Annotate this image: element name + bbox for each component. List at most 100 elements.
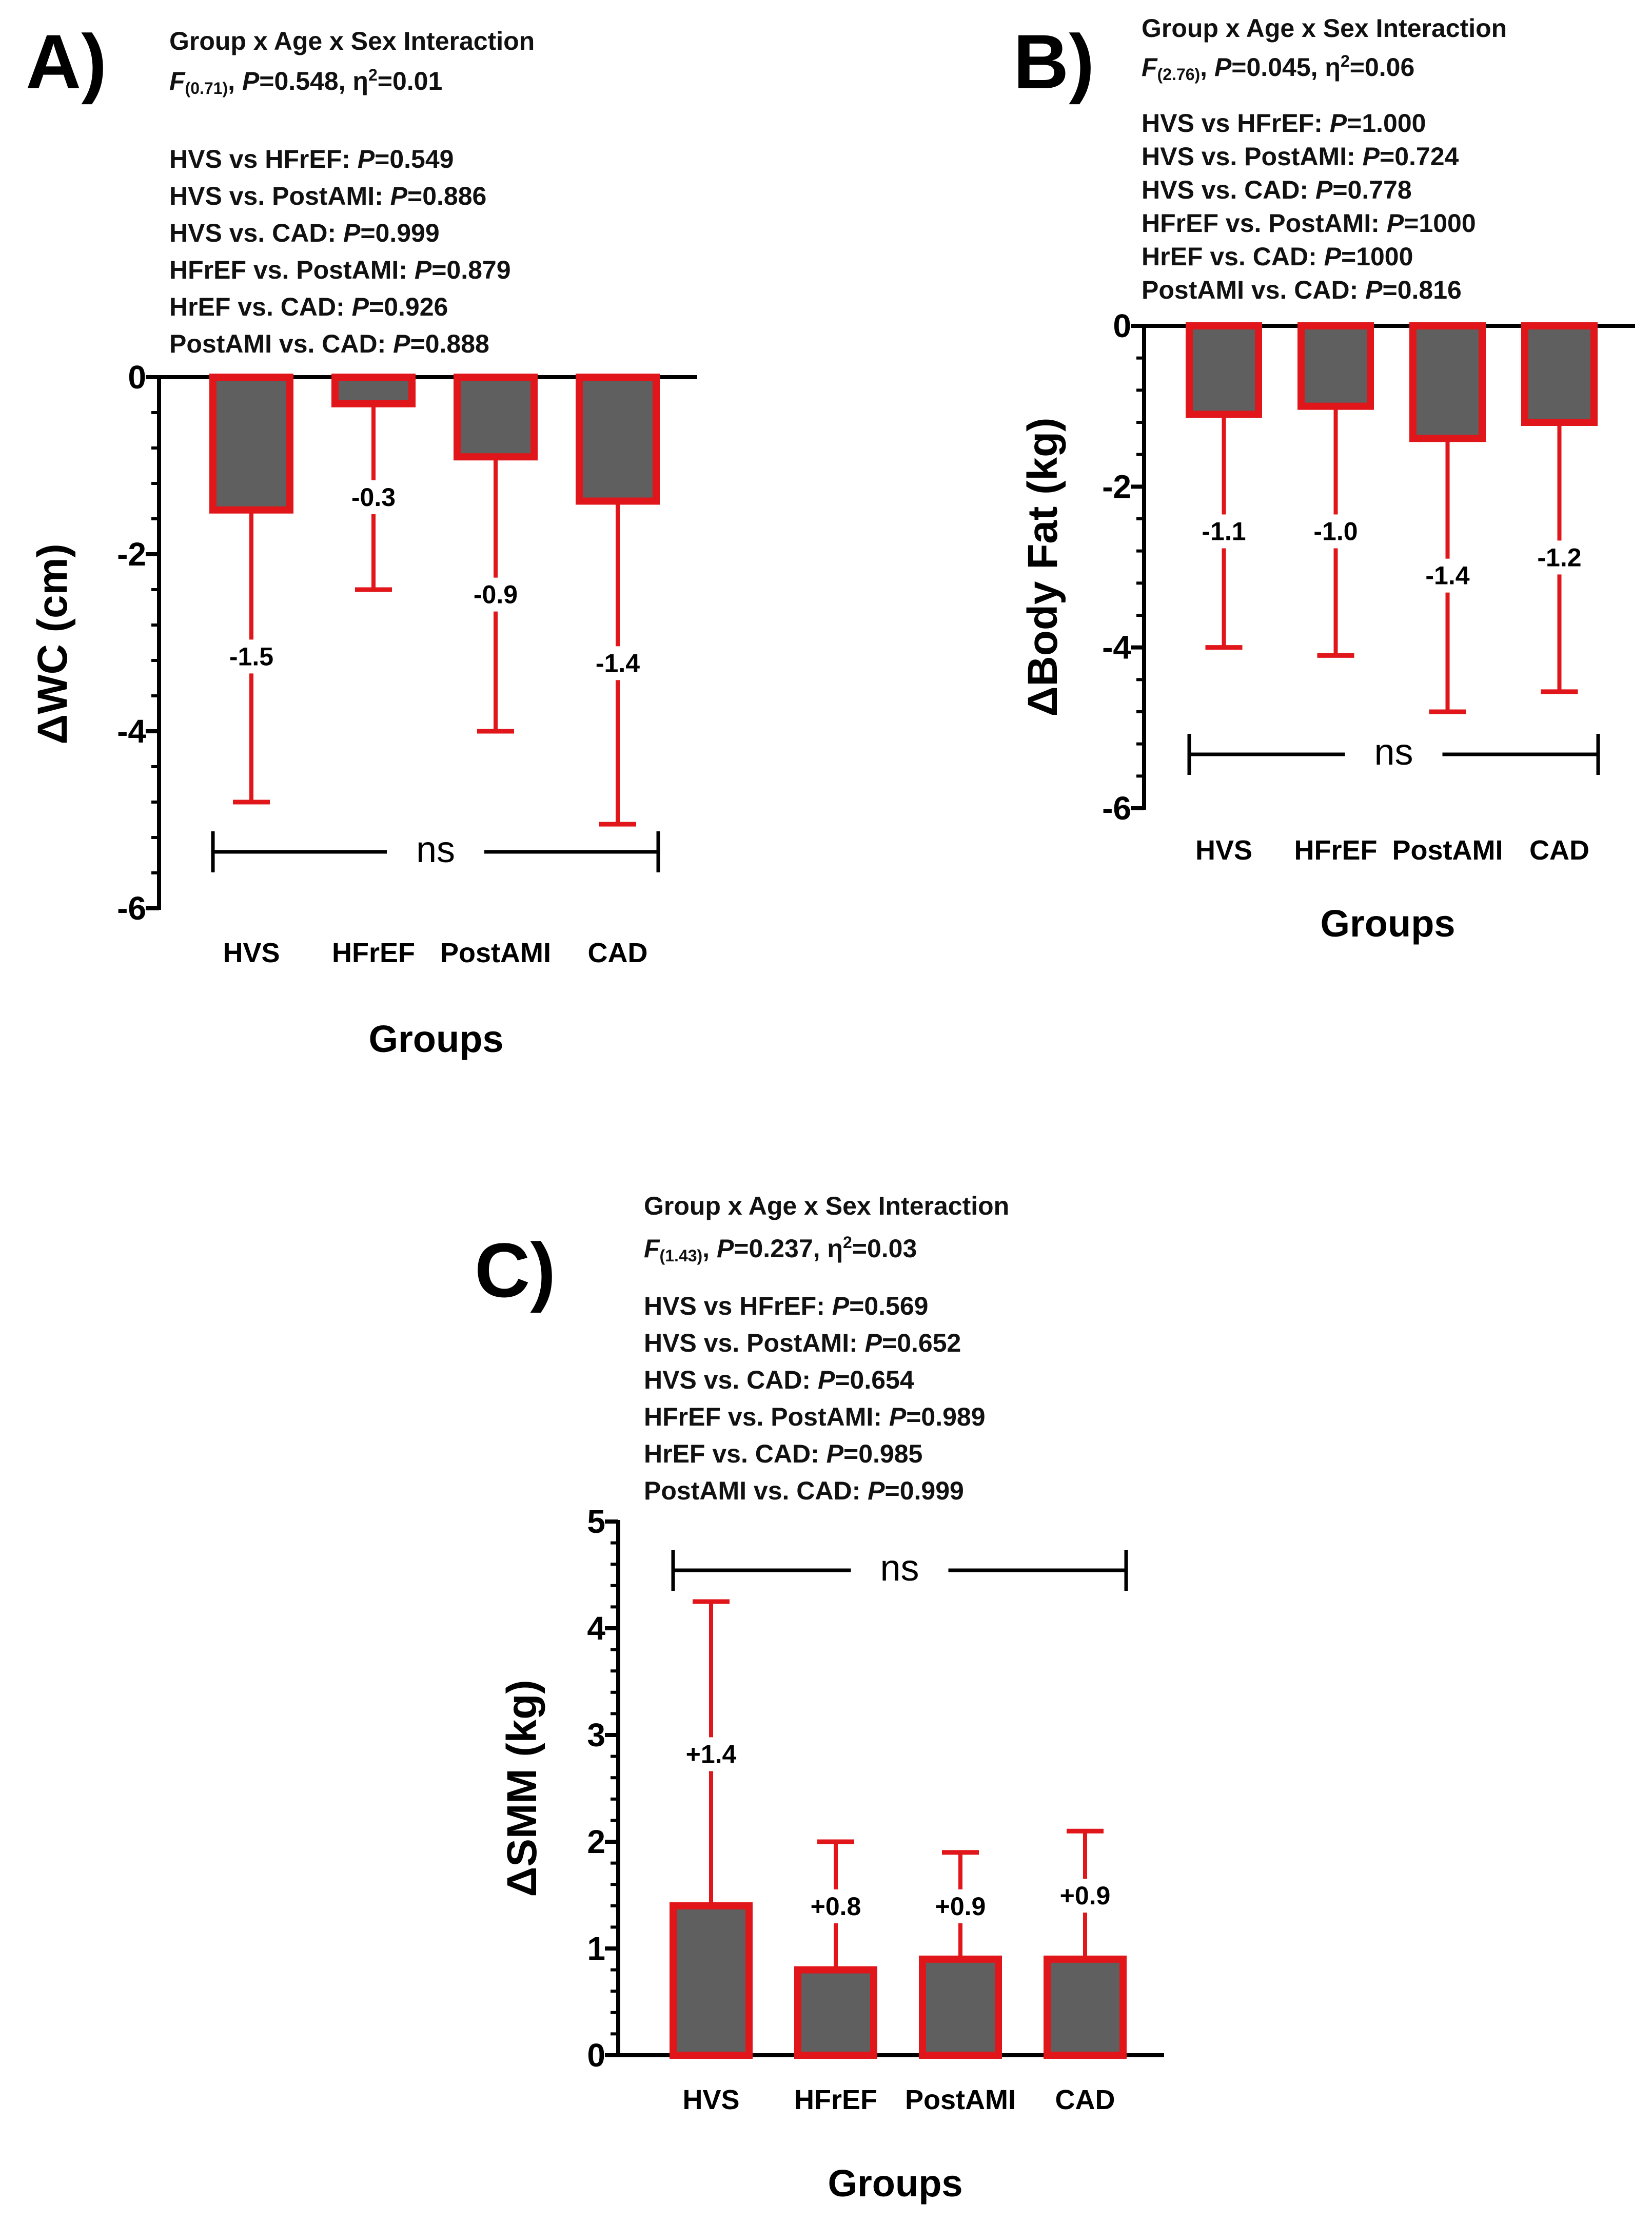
category-label: HVS bbox=[682, 2084, 739, 2115]
significance-label: ns bbox=[1374, 732, 1413, 773]
value-label: -0.9 bbox=[474, 580, 518, 609]
value-label-bg bbox=[466, 577, 525, 612]
y-tick-label: 1 bbox=[587, 1930, 605, 1967]
comparison-line: HVS vs HFrEF: P=0.569 bbox=[644, 1292, 929, 1320]
y-tick-label: -6 bbox=[1102, 790, 1131, 827]
y-axis-label: ΔSMM (kg) bbox=[499, 1680, 545, 1897]
bar bbox=[1521, 322, 1598, 426]
comparison-line: HFrEF vs. PostAMI: P=1000 bbox=[1142, 209, 1476, 238]
comparison-line: PostAMI vs. CAD: P=0.999 bbox=[644, 1476, 964, 1505]
category-label: CAD bbox=[1529, 835, 1589, 866]
y-tick-label: -4 bbox=[1102, 629, 1131, 666]
category-label: PostAMI bbox=[1392, 835, 1503, 866]
bar bbox=[1297, 322, 1374, 410]
comparison-line: HVS vs HFrEF: P=0.549 bbox=[169, 145, 454, 173]
panel-label-a: A) bbox=[26, 18, 107, 105]
y-axis-label: ΔWC (cm) bbox=[29, 543, 76, 744]
comparison-line: HFrEF vs. PostAMI: P=0.879 bbox=[169, 256, 511, 284]
value-label: +0.8 bbox=[811, 1892, 861, 1921]
value-label-bg bbox=[1418, 558, 1478, 593]
y-tick-label: -6 bbox=[117, 890, 146, 927]
comparison-line: HVS vs. PostAMI: P=0.724 bbox=[1142, 142, 1459, 171]
x-axis-label: Groups bbox=[1320, 902, 1455, 945]
value-label-bg bbox=[931, 1889, 990, 1923]
y-tick-label: 4 bbox=[587, 1610, 605, 1647]
panel-label-b: B) bbox=[1013, 18, 1095, 105]
category-label: HFrEF bbox=[1294, 835, 1378, 866]
category-label: HFrEF bbox=[794, 2084, 877, 2115]
bar bbox=[1044, 1955, 1127, 2059]
panel-a-title: Group x Age x Sex Interaction bbox=[169, 27, 535, 55]
value-label-bg bbox=[681, 1737, 741, 1771]
y-tick-label: 2 bbox=[587, 1823, 605, 1860]
category-label: PostAMI bbox=[905, 2084, 1016, 2115]
category-label: HVS bbox=[1195, 835, 1252, 866]
comparison-line: HVS vs HFrEF: P=1.000 bbox=[1142, 109, 1426, 138]
category-label: HFrEF bbox=[332, 938, 415, 968]
y-tick-label: -2 bbox=[117, 536, 146, 573]
comparison-line: PostAMI vs. CAD: P=0.816 bbox=[1142, 276, 1462, 304]
bar bbox=[794, 1966, 877, 2059]
y-tick-label: -2 bbox=[1102, 468, 1131, 505]
y-tick-label: 3 bbox=[587, 1717, 605, 1753]
value-label-bg bbox=[344, 480, 403, 514]
category-label: CAD bbox=[588, 938, 648, 968]
comparison-line: HVS vs. CAD: P=0.778 bbox=[1142, 176, 1412, 204]
significance-label: ns bbox=[416, 829, 455, 870]
comparison-line: HFrEF vs. PostAMI: P=0.989 bbox=[644, 1402, 986, 1431]
comparison-line: HVS vs. CAD: P=0.654 bbox=[644, 1366, 914, 1394]
comparison-line: HVS vs. PostAMI: P=0.652 bbox=[644, 1329, 961, 1357]
value-label: -1.4 bbox=[596, 649, 640, 677]
y-tick-label: 0 bbox=[587, 2037, 605, 2074]
value-label: -1.1 bbox=[1202, 517, 1246, 546]
panel-label-c: C) bbox=[475, 1227, 556, 1313]
value-label-bg bbox=[1194, 514, 1254, 549]
value-label-bg bbox=[222, 639, 281, 674]
comparison-line: PostAMI vs. CAD: P=0.888 bbox=[169, 329, 489, 358]
bar bbox=[209, 374, 293, 514]
bar bbox=[576, 374, 660, 505]
panel-c-title: Group x Age x Sex Interaction bbox=[644, 1192, 1010, 1220]
category-label: HVS bbox=[223, 938, 280, 968]
panel-b-stat: F(2.76), P=0.045, η2=0.06 bbox=[1142, 52, 1415, 84]
category-label: CAD bbox=[1055, 2084, 1115, 2115]
y-tick-label: 0 bbox=[128, 359, 146, 396]
value-label-bg bbox=[806, 1889, 866, 1923]
value-label-bg bbox=[588, 646, 647, 680]
bar bbox=[454, 374, 538, 461]
value-label: +1.4 bbox=[686, 1740, 737, 1768]
value-label: -1.2 bbox=[1537, 543, 1581, 572]
comparison-line: HrEF vs. CAD: P=1000 bbox=[1142, 242, 1413, 271]
panel-a-stat: F(0.71), P=0.548, η2=0.01 bbox=[169, 66, 443, 98]
panel-b-title: Group x Age x Sex Interaction bbox=[1142, 14, 1507, 43]
value-label: -1.0 bbox=[1313, 517, 1358, 546]
comparison-line: HVS vs. CAD: P=0.999 bbox=[169, 219, 440, 247]
significance-label: ns bbox=[880, 1548, 919, 1589]
bar bbox=[331, 374, 416, 407]
y-tick-label: -4 bbox=[117, 713, 146, 750]
value-label-bg bbox=[1529, 540, 1589, 575]
y-tick-label: 0 bbox=[1113, 307, 1131, 344]
x-axis-label: Groups bbox=[368, 1018, 503, 1060]
comparison-line: HVS vs. PostAMI: P=0.886 bbox=[169, 182, 487, 210]
comparison-line: HrEF vs. CAD: P=0.985 bbox=[644, 1439, 923, 1468]
panel-c-stat: F(1.43), P=0.237, η2=0.03 bbox=[644, 1233, 917, 1265]
comparison-line: HrEF vs. CAD: P=0.926 bbox=[169, 293, 448, 321]
value-label: +0.9 bbox=[935, 1892, 986, 1921]
value-label: +0.9 bbox=[1060, 1881, 1111, 1910]
value-label: -0.3 bbox=[351, 483, 396, 512]
value-label-bg bbox=[1055, 1879, 1115, 1913]
bar bbox=[1186, 322, 1262, 418]
x-axis-label: Groups bbox=[828, 2162, 962, 2205]
value-label: -1.4 bbox=[1425, 561, 1469, 590]
category-label: PostAMI bbox=[440, 938, 551, 968]
value-label: -1.5 bbox=[229, 642, 273, 671]
bar bbox=[919, 1955, 1002, 2059]
bar bbox=[670, 1902, 753, 2059]
value-label-bg bbox=[1306, 514, 1366, 549]
y-tick-label: 5 bbox=[587, 1503, 605, 1540]
y-axis-label: ΔBody Fat (kg) bbox=[1019, 418, 1066, 717]
